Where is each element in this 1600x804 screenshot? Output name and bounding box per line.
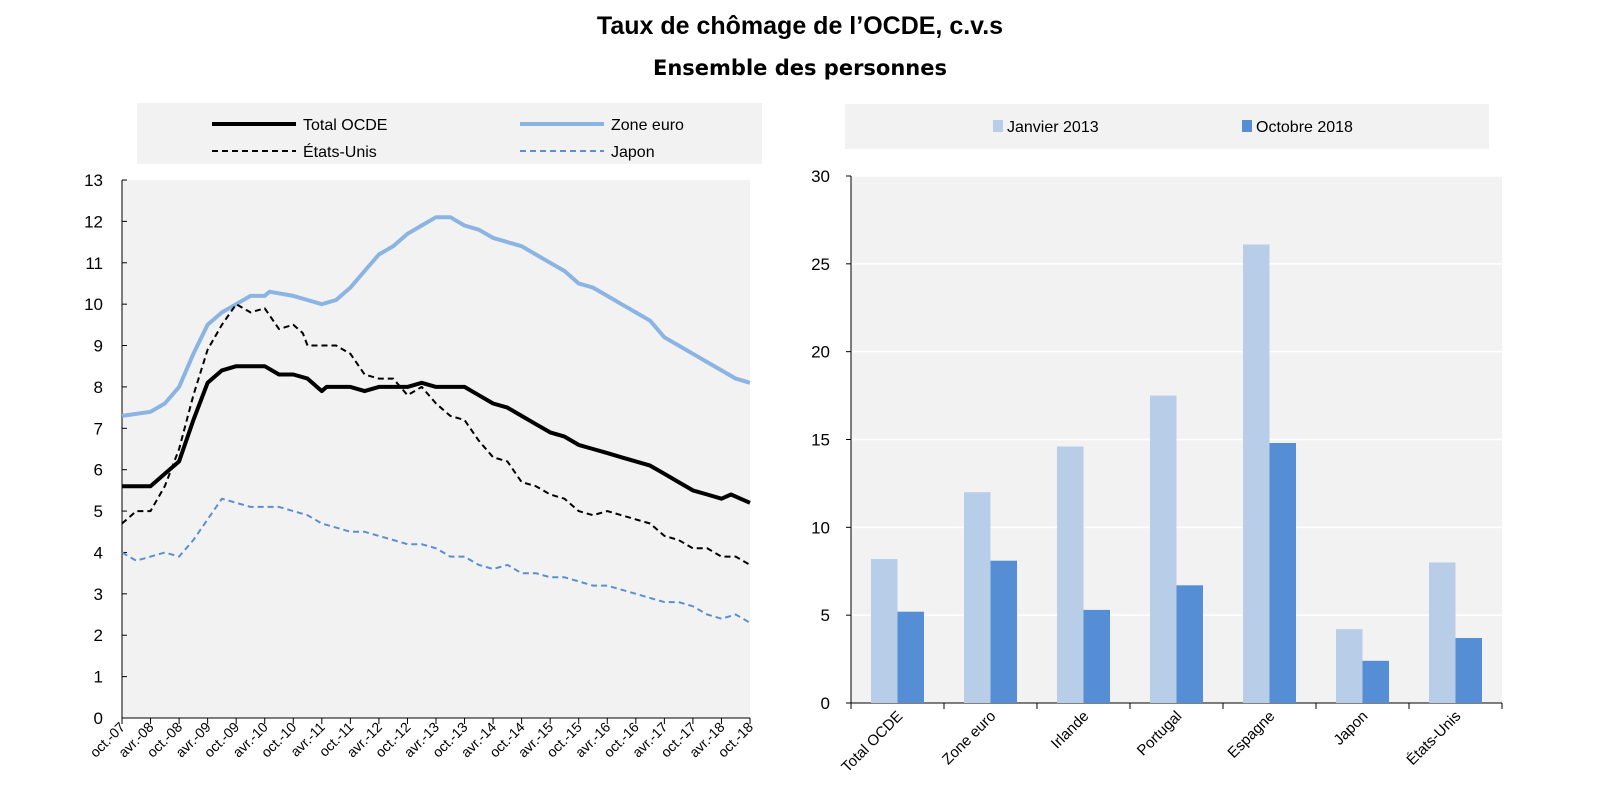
y-tick-label: 25 <box>811 255 830 274</box>
bar-octobre-2018-portugal <box>1176 585 1203 703</box>
bar-janvier-2013-irlande <box>1057 446 1084 703</box>
bar-janvier-2013-zone-euro <box>964 492 991 703</box>
y-tick-label: 11 <box>85 254 103 273</box>
y-tick-label: 15 <box>811 431 830 450</box>
series-line-japon <box>121 497 751 624</box>
line-legend-box <box>137 103 762 164</box>
bar-janvier-2013-japon <box>1336 629 1363 703</box>
y-tick-label: 9 <box>94 337 103 356</box>
category-label-espagne: Espagne <box>1224 708 1278 762</box>
y-tick-label: 5 <box>821 606 830 625</box>
legend-label-octobre-2018: Octobre 2018 <box>1256 119 1353 136</box>
y-tick-label: 4 <box>94 543 103 562</box>
y-tick-label: 3 <box>94 585 103 604</box>
bar-janvier-2013-portugal <box>1150 395 1177 703</box>
y-tick-label: 10 <box>84 295 103 314</box>
y-tick-label: 13 <box>84 171 103 190</box>
series-line-etats-unis <box>121 303 751 566</box>
y-tick-label: 0 <box>94 709 103 728</box>
category-label-irlande: Irlande <box>1048 708 1092 752</box>
chart-subtitle: Ensemble des personnes <box>653 56 947 80</box>
bar-octobre-2018-total-ocde <box>897 611 924 703</box>
y-tick-label: 0 <box>821 694 830 713</box>
bar-janvier-2013-total-ocde <box>871 559 898 703</box>
y-tick-label: 8 <box>94 378 103 397</box>
y-tick-label: 2 <box>94 626 103 645</box>
bar-octobre-2018-etats-unis <box>1455 638 1482 703</box>
legend-label-zone-euro: Zone euro <box>611 117 684 134</box>
y-tick-label: 6 <box>94 461 103 480</box>
bar-janvier-2013-espagne <box>1243 244 1270 703</box>
y-tick-label: 10 <box>811 518 830 537</box>
bar-octobre-2018-zone-euro <box>990 560 1017 703</box>
category-label-total-ocde: Total OCDE <box>838 708 906 776</box>
category-label-portugal: Portugal <box>1134 708 1186 760</box>
chart-title: Taux de chômage de l’OCDE, c.v.s <box>596 12 1004 40</box>
bar-janvier-2013-etats-unis <box>1429 562 1456 703</box>
legend-label-total-ocde: Total OCDE <box>303 117 387 134</box>
series-line-zone-euro <box>121 215 751 418</box>
y-tick-label: 30 <box>811 167 830 186</box>
legend-label-etats-unis: États-Unis <box>303 142 377 161</box>
legend-swatch-janvier-2013 <box>993 120 1003 132</box>
series-line-total-ocde <box>122 364 751 505</box>
bar-legend-box <box>845 104 1489 149</box>
legend-label-japon: Japon <box>611 144 655 161</box>
legend-swatch-octobre-2018 <box>1242 120 1252 132</box>
bar-octobre-2018-espagne <box>1269 443 1296 703</box>
y-tick-label: 12 <box>84 212 103 231</box>
category-label-etats-unis: États-Unis <box>1403 708 1464 769</box>
y-tick-label: 7 <box>94 419 103 438</box>
bar-octobre-2018-japon <box>1362 660 1389 703</box>
bar-octobre-2018-irlande <box>1083 609 1110 703</box>
category-label-zone-euro: Zone euro <box>939 708 999 768</box>
legend-label-janvier-2013: Janvier 2013 <box>1007 119 1099 136</box>
line-plot-area <box>122 180 750 718</box>
category-label-japon: Japon <box>1330 708 1371 749</box>
y-tick-label: 5 <box>94 502 103 521</box>
y-tick-label: 20 <box>811 343 830 362</box>
y-tick-label: 1 <box>94 668 103 687</box>
